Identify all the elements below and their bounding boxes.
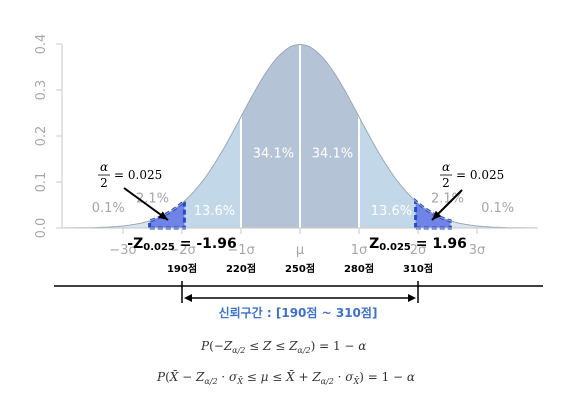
formula-line-1: P(−Zα/2 ≤ Z ≤ Zα/2) = 1 − α xyxy=(200,339,366,355)
region-label: 13.6% xyxy=(194,204,235,219)
left-critical-label: -Z0.025 = -1.96 xyxy=(127,236,236,253)
ci-right-arrowhead xyxy=(408,294,416,302)
right-critical-label: Z0.025 = 1.96 xyxy=(369,236,467,253)
score-label: 190점 xyxy=(167,263,197,275)
y-tick-label: 0.0 xyxy=(34,218,49,239)
plot-area: 0.0 0.1 0.2 0.3 0.4 −3σ −2σ −1σ μ 1σ 2σ 3σ 34.1% 34.1… xyxy=(34,34,538,258)
region-0 xyxy=(241,44,300,228)
ci-left-arrowhead xyxy=(184,294,192,302)
formulas: P(−Zα/2 ≤ Z ≤ Zα/2) = 1 − α P(X̄ − Zα/2 … xyxy=(156,339,415,386)
y-tick-label: 0.3 xyxy=(34,80,49,101)
score-label: 250점 xyxy=(285,263,315,275)
left-alpha-denom: 2 xyxy=(100,176,108,190)
right-alpha-arrowhead xyxy=(432,210,442,220)
score-label: 280점 xyxy=(344,263,374,275)
region-label: 0.1% xyxy=(481,201,514,216)
sigma-label: −1σ xyxy=(227,243,254,258)
sigma-label: −3σ xyxy=(109,243,136,258)
annotations: -Z0.025 = -1.96 Z0.025 = 1.96 α 2 = 0.025 α 2 =… xyxy=(54,160,543,320)
sigma-label: 2σ xyxy=(410,243,427,258)
sigma-label: μ xyxy=(296,243,304,258)
y-tick-label: 0.4 xyxy=(34,34,49,55)
sigma-label: −2σ xyxy=(168,243,195,258)
region-label: 34.1% xyxy=(312,147,353,162)
score-label: 220점 xyxy=(226,263,256,275)
sigma-label: 1σ xyxy=(351,243,368,258)
region-1 xyxy=(300,44,359,228)
left-alpha-arrowhead xyxy=(158,211,168,220)
region-label: 34.1% xyxy=(253,147,294,162)
score-label: 310점 xyxy=(403,263,433,275)
left-alpha-numer: α xyxy=(100,160,108,174)
right-alpha-denom: 2 xyxy=(442,176,450,190)
left-alpha-value: = 0.025 xyxy=(114,168,162,182)
density-curve xyxy=(64,43,536,229)
confidence-interval-label: 신뢰구간 : [190점 ~ 310점] xyxy=(219,305,378,320)
formula-line-2: P(X̄ − Zα/2 · σX̄ ≤ μ ≤ X̄ + Zα/2 · σX̄)… xyxy=(156,369,415,386)
region-label: 13.6% xyxy=(371,204,412,219)
right-alpha-numer: α xyxy=(442,160,450,174)
region-label: 0.1% xyxy=(92,201,125,216)
sigma-label: 3σ xyxy=(469,243,486,258)
right-alpha-value: = 0.025 xyxy=(456,168,504,182)
y-tick-label: 0.1 xyxy=(34,172,49,193)
y-tick-label: 0.2 xyxy=(34,126,49,147)
